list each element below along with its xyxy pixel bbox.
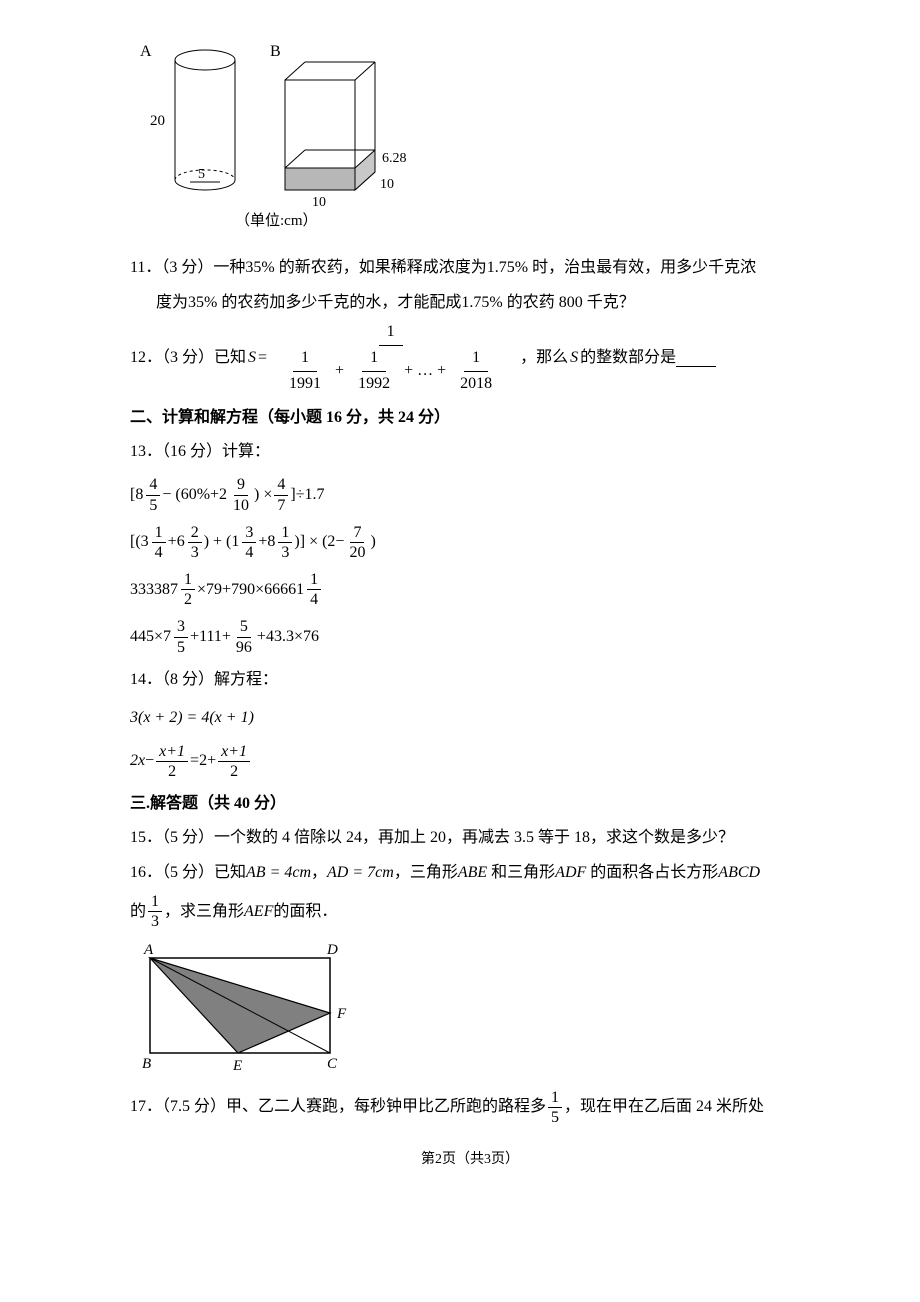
cyl-diameter: 5 bbox=[198, 167, 205, 182]
problem-11-line2: 度为35% 的农药加多少千克的水，才能配成1.75% 的农药 800 千克？ bbox=[130, 288, 810, 318]
section-2-header: 二、计算和解方程（每小题 16 分，共 24 分） bbox=[130, 403, 810, 433]
figure-cylinder-prism: A 20 5 B 6.28 1 bbox=[130, 40, 810, 241]
label-E: E bbox=[232, 1058, 242, 1074]
problem-13-head: 13．（16 分）计算： bbox=[130, 437, 810, 467]
prism-height: 6.28 bbox=[382, 151, 407, 166]
calc-line-3: 33338712 × 79 + 790 × 6666114 bbox=[130, 570, 810, 609]
label-F: F bbox=[336, 1006, 347, 1022]
calc-line-1: [845 − (60% + 2910) × 47] ÷1.7 bbox=[130, 475, 810, 514]
problem-11: 11．（3 分）一种35% 的新农药，如果稀释成浓度为1.75% 时，治虫最有效… bbox=[130, 253, 810, 283]
section-3-header: 三.解答题（共 40 分） bbox=[130, 789, 810, 819]
eq-1: 3(x + 2) = 4(x + 1) bbox=[130, 703, 810, 733]
problem-14-head: 14．（8 分）解方程： bbox=[130, 665, 810, 695]
problem-17: 17．（7.5 分）甲、乙二人赛跑，每秒钟甲比乙所跑的路程多 15 ，现在甲在乙… bbox=[130, 1088, 810, 1127]
page-footer: 第2页（共3页） bbox=[130, 1147, 810, 1174]
label-A: A bbox=[143, 942, 154, 958]
calc-line-2: [(314 + 623) + (134 + 813)] × (2 − 720) bbox=[130, 523, 810, 562]
cyl-height: 20 bbox=[150, 113, 165, 129]
label-C: C bbox=[327, 1056, 338, 1072]
label-B: B bbox=[142, 1056, 151, 1072]
problem-15: 15．（5 分）一个数的 4 倍除以 24，再加上 20，再减去 3.5 等于 … bbox=[130, 823, 810, 853]
prism-base2: 10 bbox=[312, 195, 326, 210]
prism-base1: 10 bbox=[380, 177, 394, 192]
answer-blank[interactable] bbox=[676, 350, 716, 367]
big-fraction: 1 11991 + 11992 + … + 12018 bbox=[271, 322, 510, 394]
label-D: D bbox=[326, 942, 338, 958]
calc-line-4: 445 × 735 + 111 + 596 + 43.3 × 76 bbox=[130, 617, 810, 656]
problem-12: 12．（3 分）已知 S = 1 11991 + 11992 + … + 120… bbox=[130, 322, 810, 394]
eq-2: 2x − x+12 = 2 + x+12 bbox=[130, 742, 810, 781]
problem-16-line1: 16．（5 分）已知AB = 4cm，AD = 7cm，三角形ABE 和三角形A… bbox=[130, 858, 810, 888]
label-a: A bbox=[140, 43, 152, 60]
unit-caption: （单位:cm） bbox=[235, 212, 318, 229]
problem-16-line2: 的 13 ，求三角形AEF 的面积． bbox=[130, 892, 810, 931]
label-b: B bbox=[270, 43, 281, 60]
figure-triangle-aef: A D B C E F bbox=[130, 938, 360, 1078]
